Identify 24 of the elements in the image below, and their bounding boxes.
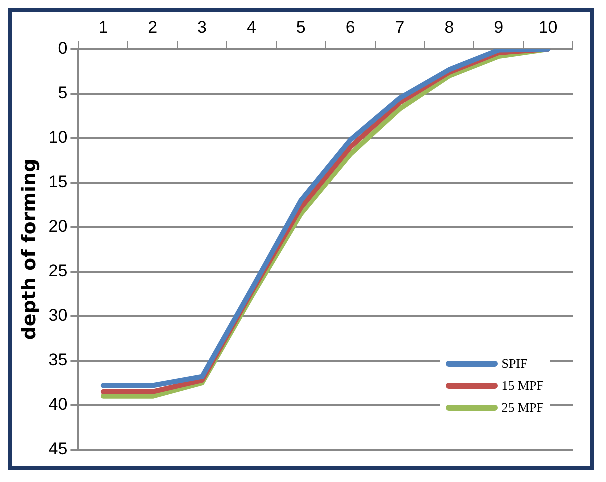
x-tick-label: 8 <box>444 18 454 37</box>
y-tick-label: 15 <box>48 172 68 192</box>
x-tick-label: 3 <box>198 18 208 37</box>
legend-label: 25 MPF <box>502 400 544 416</box>
x-tick-label: 5 <box>296 18 306 37</box>
x-tick-label: 2 <box>148 18 158 37</box>
x-tick-label: 7 <box>395 18 405 37</box>
y-tick-label: 40 <box>48 395 68 414</box>
y-tick-label: 35 <box>48 350 68 370</box>
x-tick-label: 4 <box>246 18 256 37</box>
y-axis-title: depth of forming <box>18 158 40 340</box>
legend-label: SPIF <box>502 356 528 372</box>
y-tick-label: 5 <box>58 84 68 103</box>
y-tick-label: 45 <box>48 439 68 458</box>
x-tick-label: 10 <box>538 18 558 37</box>
legend-label: 15 MPF <box>502 378 544 394</box>
y-tick-label: 20 <box>48 217 68 236</box>
x-tick-label: 9 <box>494 18 504 37</box>
y-tick-label: 10 <box>48 128 68 148</box>
y-tick-label: 0 <box>58 39 68 58</box>
x-tick-label: 6 <box>346 18 356 37</box>
y-tick-label: 30 <box>48 306 68 326</box>
y-tick-label: 25 <box>48 262 68 281</box>
x-tick-label: 1 <box>98 18 108 37</box>
